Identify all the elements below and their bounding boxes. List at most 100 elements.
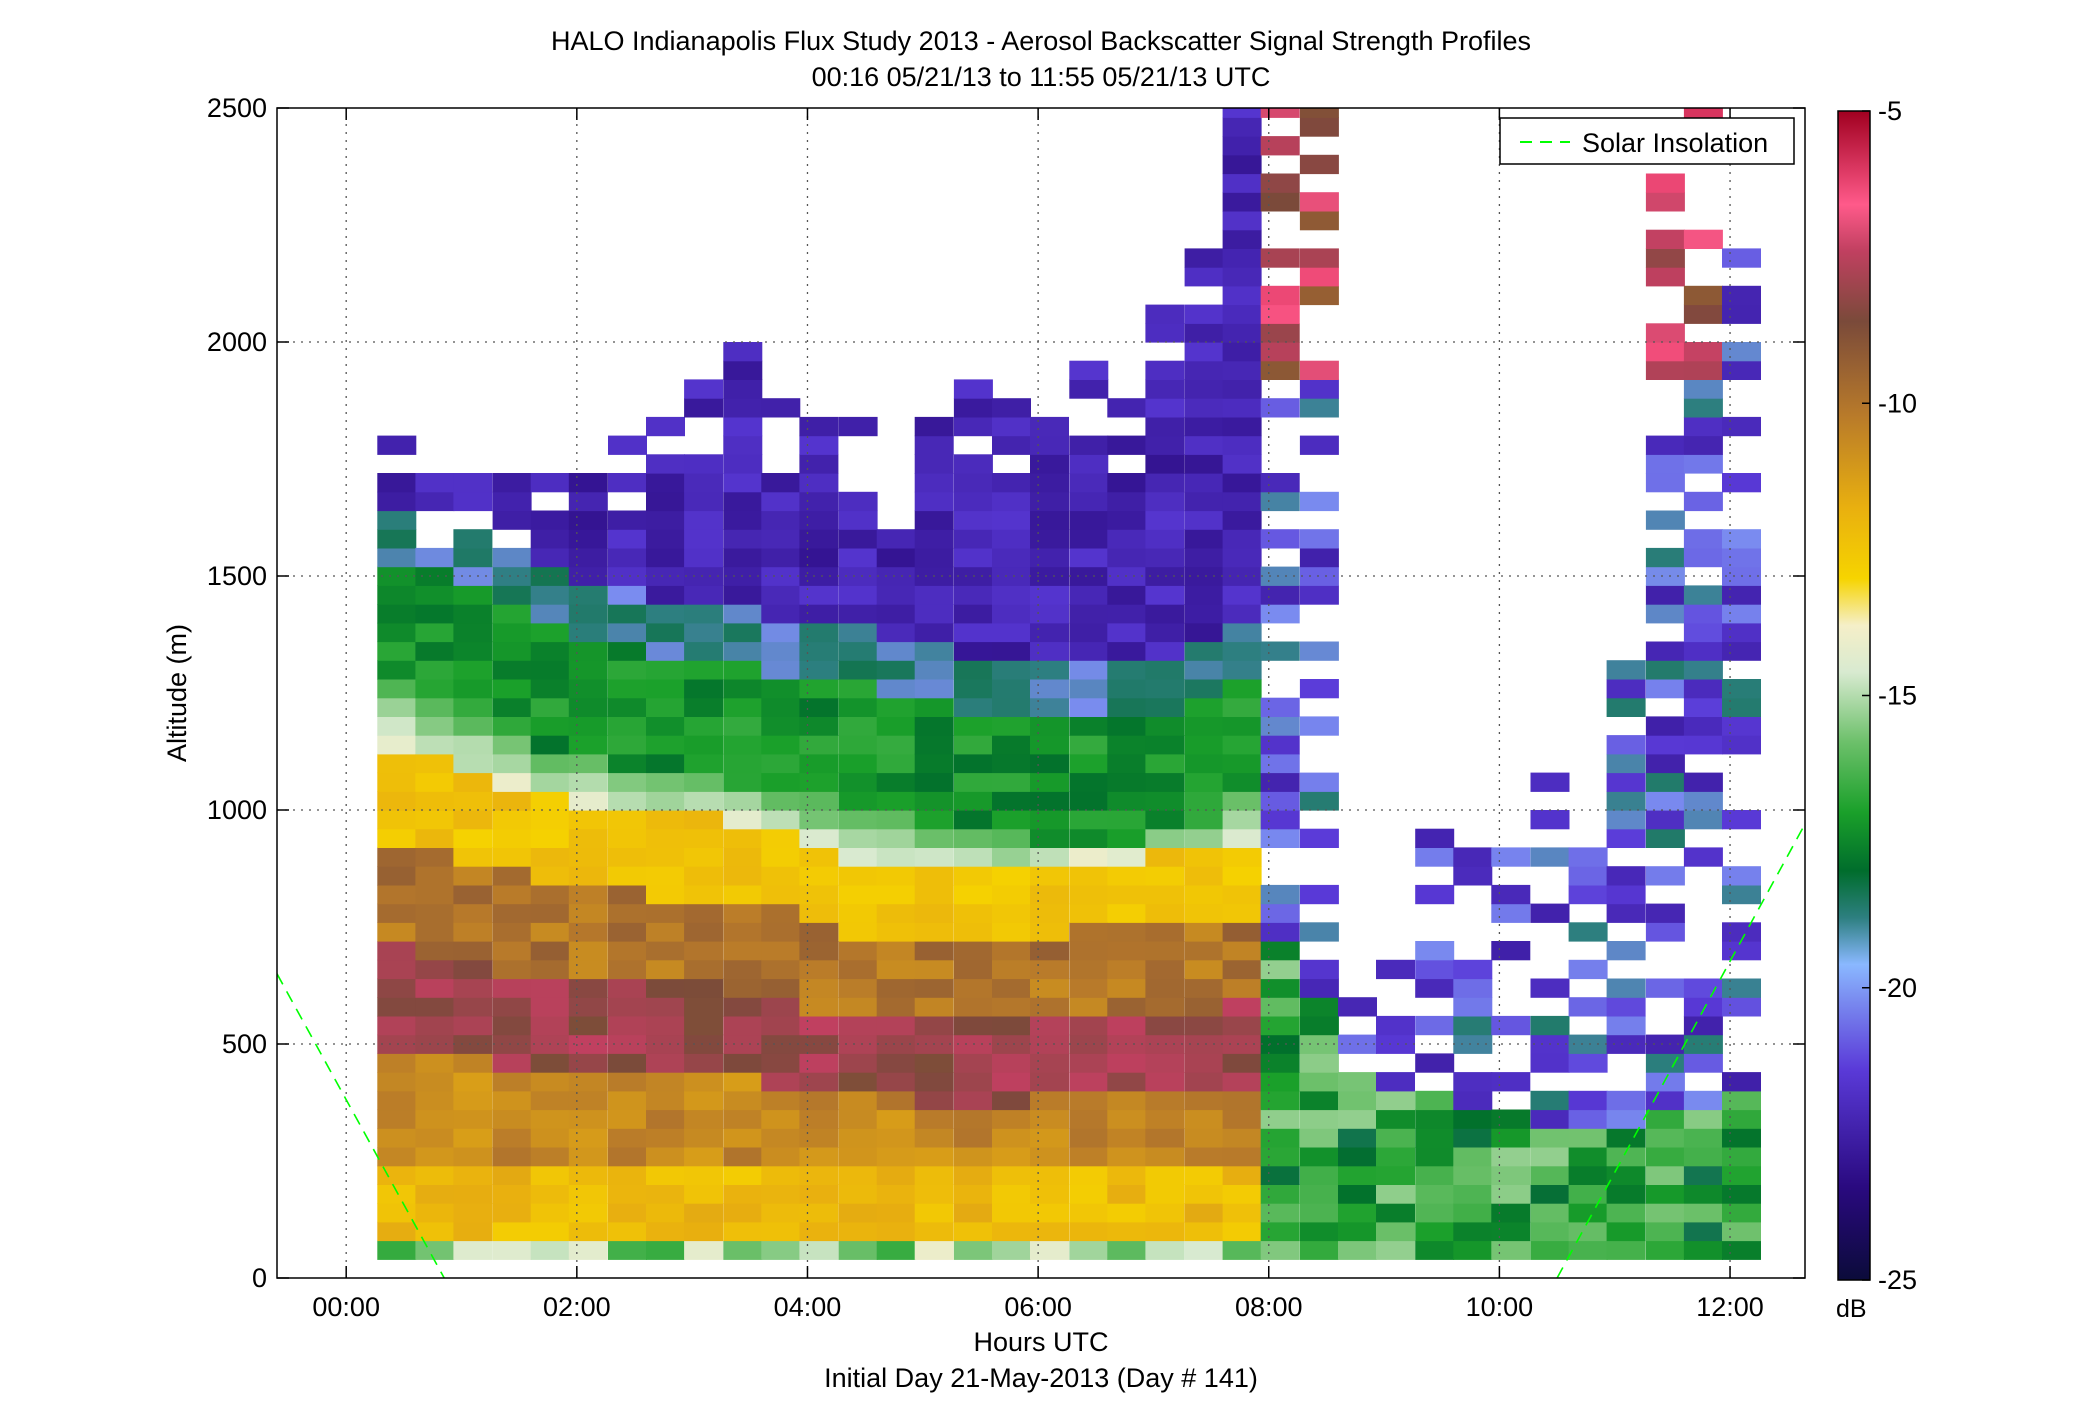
heatmap-cell bbox=[914, 529, 954, 549]
heatmap-cell bbox=[799, 679, 839, 699]
heatmap-cell bbox=[723, 1015, 763, 1036]
heatmap-cell bbox=[1683, 1184, 1723, 1204]
heatmap-cell bbox=[530, 959, 570, 980]
heatmap-cell bbox=[723, 604, 763, 624]
heatmap-cell bbox=[1683, 1015, 1723, 1036]
heatmap-cell bbox=[1184, 1034, 1224, 1054]
heatmap-cell bbox=[608, 566, 647, 586]
heatmap-cell bbox=[377, 510, 417, 530]
heatmap-cell bbox=[1222, 267, 1262, 287]
heatmap-cell bbox=[415, 997, 455, 1017]
heatmap-cell bbox=[953, 697, 993, 717]
heatmap-cell bbox=[761, 941, 801, 961]
heatmap-cell bbox=[608, 847, 647, 867]
heatmap-cell bbox=[415, 1165, 455, 1185]
heatmap-cell bbox=[992, 416, 1031, 437]
heatmap-cell bbox=[876, 1165, 916, 1185]
heatmap-cell bbox=[838, 1072, 878, 1092]
heatmap-cell bbox=[530, 510, 570, 530]
heatmap-cell bbox=[684, 978, 724, 998]
heatmap-cell bbox=[876, 847, 916, 867]
heatmap-cell bbox=[646, 810, 685, 830]
heatmap-cell bbox=[415, 679, 455, 699]
heatmap-cell bbox=[1299, 154, 1339, 175]
heatmap-cell bbox=[1530, 1165, 1570, 1185]
heatmap-cell bbox=[1683, 1090, 1723, 1111]
heatmap-cell bbox=[1299, 211, 1339, 231]
heatmap-cell bbox=[1030, 547, 1069, 568]
heatmap-cell bbox=[1491, 1128, 1531, 1148]
heatmap-cell bbox=[1184, 491, 1224, 512]
heatmap-cell bbox=[453, 1034, 493, 1054]
heatmap-cell bbox=[1184, 1090, 1224, 1111]
heatmap-cell bbox=[914, 735, 954, 755]
heatmap-cell bbox=[1107, 1221, 1147, 1242]
heatmap-cell bbox=[1069, 660, 1109, 680]
heatmap-cell bbox=[1184, 1053, 1224, 1073]
heatmap-cell bbox=[684, 866, 724, 886]
x-tick-label: 12:00 bbox=[1696, 1292, 1764, 1322]
heatmap-cell bbox=[1222, 660, 1262, 680]
heatmap-cell bbox=[608, 716, 647, 736]
heatmap-cell bbox=[1184, 342, 1224, 362]
heatmap-cell bbox=[530, 1090, 570, 1111]
heatmap-cell bbox=[415, 735, 455, 755]
heatmap-cell bbox=[1530, 1203, 1570, 1223]
heatmap-cell bbox=[1645, 1034, 1685, 1054]
heatmap-cell bbox=[1299, 1165, 1339, 1185]
heatmap-cell bbox=[684, 1184, 724, 1204]
heatmap-cell bbox=[568, 1128, 608, 1148]
heatmap-cell bbox=[1606, 978, 1646, 998]
heatmap-cell bbox=[1530, 1147, 1570, 1167]
heatmap-cell bbox=[799, 473, 839, 493]
heatmap-cell bbox=[453, 716, 493, 736]
heatmap-cell bbox=[1491, 1147, 1531, 1167]
heatmap-cell bbox=[1415, 1053, 1455, 1073]
heatmap-cell bbox=[646, 959, 685, 980]
heatmap-cell bbox=[1683, 660, 1723, 680]
heatmap-cell bbox=[761, 1072, 801, 1092]
heatmap-cell bbox=[914, 828, 954, 848]
heatmap-cell bbox=[684, 566, 724, 586]
heatmap-cell bbox=[1376, 1165, 1415, 1185]
heatmap-cell bbox=[1606, 1015, 1646, 1036]
heatmap-cell bbox=[684, 491, 724, 512]
heatmap-cell bbox=[723, 1072, 763, 1092]
heatmap-cell bbox=[1030, 679, 1069, 699]
heatmap-cell bbox=[1184, 828, 1224, 848]
heatmap-cell bbox=[1683, 529, 1723, 549]
heatmap-cell bbox=[492, 660, 532, 680]
heatmap-cell bbox=[914, 941, 954, 961]
heatmap-cell bbox=[1184, 585, 1224, 605]
heatmap-cell bbox=[377, 1147, 417, 1167]
heatmap-cell bbox=[492, 641, 532, 661]
heatmap-cell bbox=[1299, 529, 1339, 549]
heatmap-cell bbox=[684, 1015, 724, 1036]
heatmap-cell bbox=[492, 1015, 532, 1036]
heatmap-cell bbox=[377, 491, 417, 512]
heatmap-cell bbox=[530, 772, 570, 792]
heatmap-cell bbox=[1645, 903, 1685, 923]
heatmap-cell bbox=[761, 547, 801, 568]
heatmap-cell bbox=[1222, 1128, 1262, 1148]
heatmap-cell bbox=[608, 941, 647, 961]
heatmap-cell bbox=[761, 566, 801, 586]
heatmap-cell bbox=[415, 566, 455, 586]
heatmap-cell bbox=[1338, 1090, 1377, 1111]
heatmap-cell bbox=[415, 1090, 455, 1111]
heatmap-cell bbox=[1530, 1240, 1570, 1260]
heatmap-cell bbox=[453, 828, 493, 848]
heatmap-cell bbox=[1260, 136, 1300, 156]
heatmap-cell bbox=[1645, 1128, 1685, 1148]
heatmap-cell bbox=[1338, 1147, 1377, 1167]
heatmap-cell bbox=[1415, 1240, 1455, 1260]
heatmap-cell bbox=[799, 753, 839, 774]
heatmap-cell bbox=[1107, 903, 1147, 923]
heatmap-cell bbox=[838, 1240, 878, 1260]
heatmap-cell bbox=[992, 679, 1031, 699]
heatmap-cell bbox=[1260, 323, 1300, 343]
heatmap-cell bbox=[1645, 753, 1685, 774]
heatmap-cell bbox=[876, 810, 916, 830]
heatmap-cell bbox=[1069, 753, 1109, 774]
heatmap-cell bbox=[1722, 360, 1761, 380]
